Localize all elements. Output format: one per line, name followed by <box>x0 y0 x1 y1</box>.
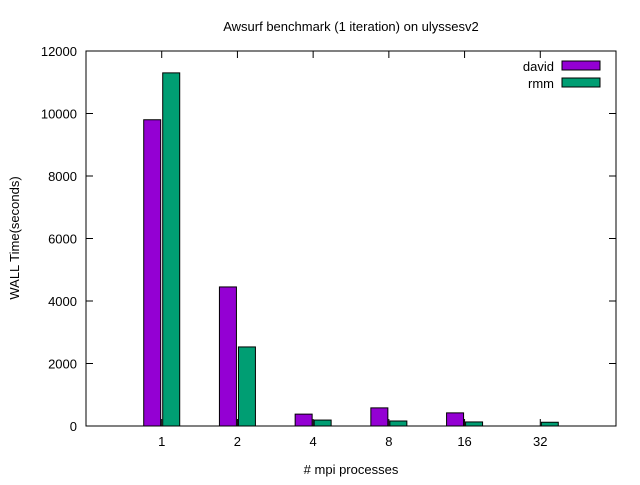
y-tick-label: 10000 <box>41 107 77 122</box>
y-tick-label: 8000 <box>48 169 77 184</box>
bar-rmm-4 <box>313 419 332 427</box>
legend-label-rmm: rmm <box>528 76 554 91</box>
bars-group <box>143 72 559 427</box>
y-axis-label: WALL Time(seconds) <box>7 176 22 299</box>
x-axis-label: # mpi processes <box>304 462 399 477</box>
bar-rmm-32 <box>540 421 559 427</box>
bar-david-2 <box>218 286 237 427</box>
y-tick-label: 2000 <box>48 357 77 372</box>
legend: david rmm <box>523 59 601 91</box>
bar-david-4 <box>294 413 313 427</box>
x-tick-label: 2 <box>234 434 241 449</box>
x-tick-label: 4 <box>310 434 317 449</box>
bar-rmm-1 <box>162 72 181 427</box>
y-tick-label: 6000 <box>48 232 77 247</box>
legend-swatch-rmm <box>561 77 601 88</box>
bar-rmm-8 <box>389 420 408 427</box>
plot-frame <box>85 50 617 427</box>
bar-david-1 <box>143 119 162 427</box>
x-tick-label: 32 <box>533 434 547 449</box>
y-tick-label: 0 <box>70 419 77 434</box>
axis-ticks: 0 2000 4000 6000 8000 10000 12000 1 2 4 8 16 32 <box>41 44 616 449</box>
bar-david-16 <box>446 412 465 427</box>
bar-david-8 <box>370 407 389 427</box>
legend-swatch-david <box>561 60 601 71</box>
x-tick-label: 8 <box>385 434 392 449</box>
bar-rmm-16 <box>465 421 484 427</box>
y-tick-label: 12000 <box>41 44 77 59</box>
chart-title: Awsurf benchmark (1 iteration) on ulysse… <box>223 19 479 34</box>
x-tick-label: 16 <box>457 434 471 449</box>
legend-label-david: david <box>523 59 554 74</box>
bar-rmm-2 <box>237 346 256 427</box>
x-tick-label: 1 <box>158 434 165 449</box>
y-tick-label: 4000 <box>48 294 77 309</box>
